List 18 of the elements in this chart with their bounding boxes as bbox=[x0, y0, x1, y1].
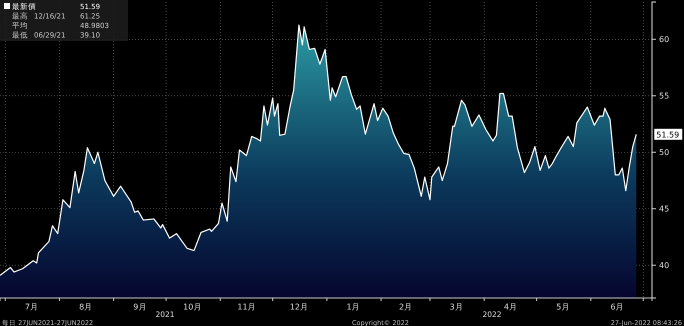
x-tick-label: 8月 bbox=[79, 302, 92, 312]
y-tick-label: 60 bbox=[659, 34, 670, 44]
x-tick-label: 12月 bbox=[290, 302, 308, 312]
x-tick-label: 10月 bbox=[183, 302, 202, 312]
x-tick-label: 2月 bbox=[398, 302, 412, 312]
x-tick-label: 4月 bbox=[504, 302, 517, 312]
y-tick-label: 45 bbox=[659, 204, 670, 214]
x-tick-label: 7月 bbox=[24, 302, 38, 312]
y-tick-label: 50 bbox=[659, 148, 670, 157]
y-tick-label: 55 bbox=[659, 91, 670, 100]
x-tick-label: 3月 bbox=[450, 302, 463, 312]
x-tick-label: 9月 bbox=[133, 302, 146, 312]
annotation: 51.59 bbox=[656, 130, 680, 140]
y-tick-label: 40 bbox=[659, 260, 670, 270]
x-tick-label: 11月 bbox=[237, 302, 256, 312]
x-tick-label: 1月 bbox=[346, 302, 360, 312]
x-tick-label: 5月 bbox=[556, 302, 570, 312]
x-tick-label: 6月 bbox=[610, 302, 624, 312]
